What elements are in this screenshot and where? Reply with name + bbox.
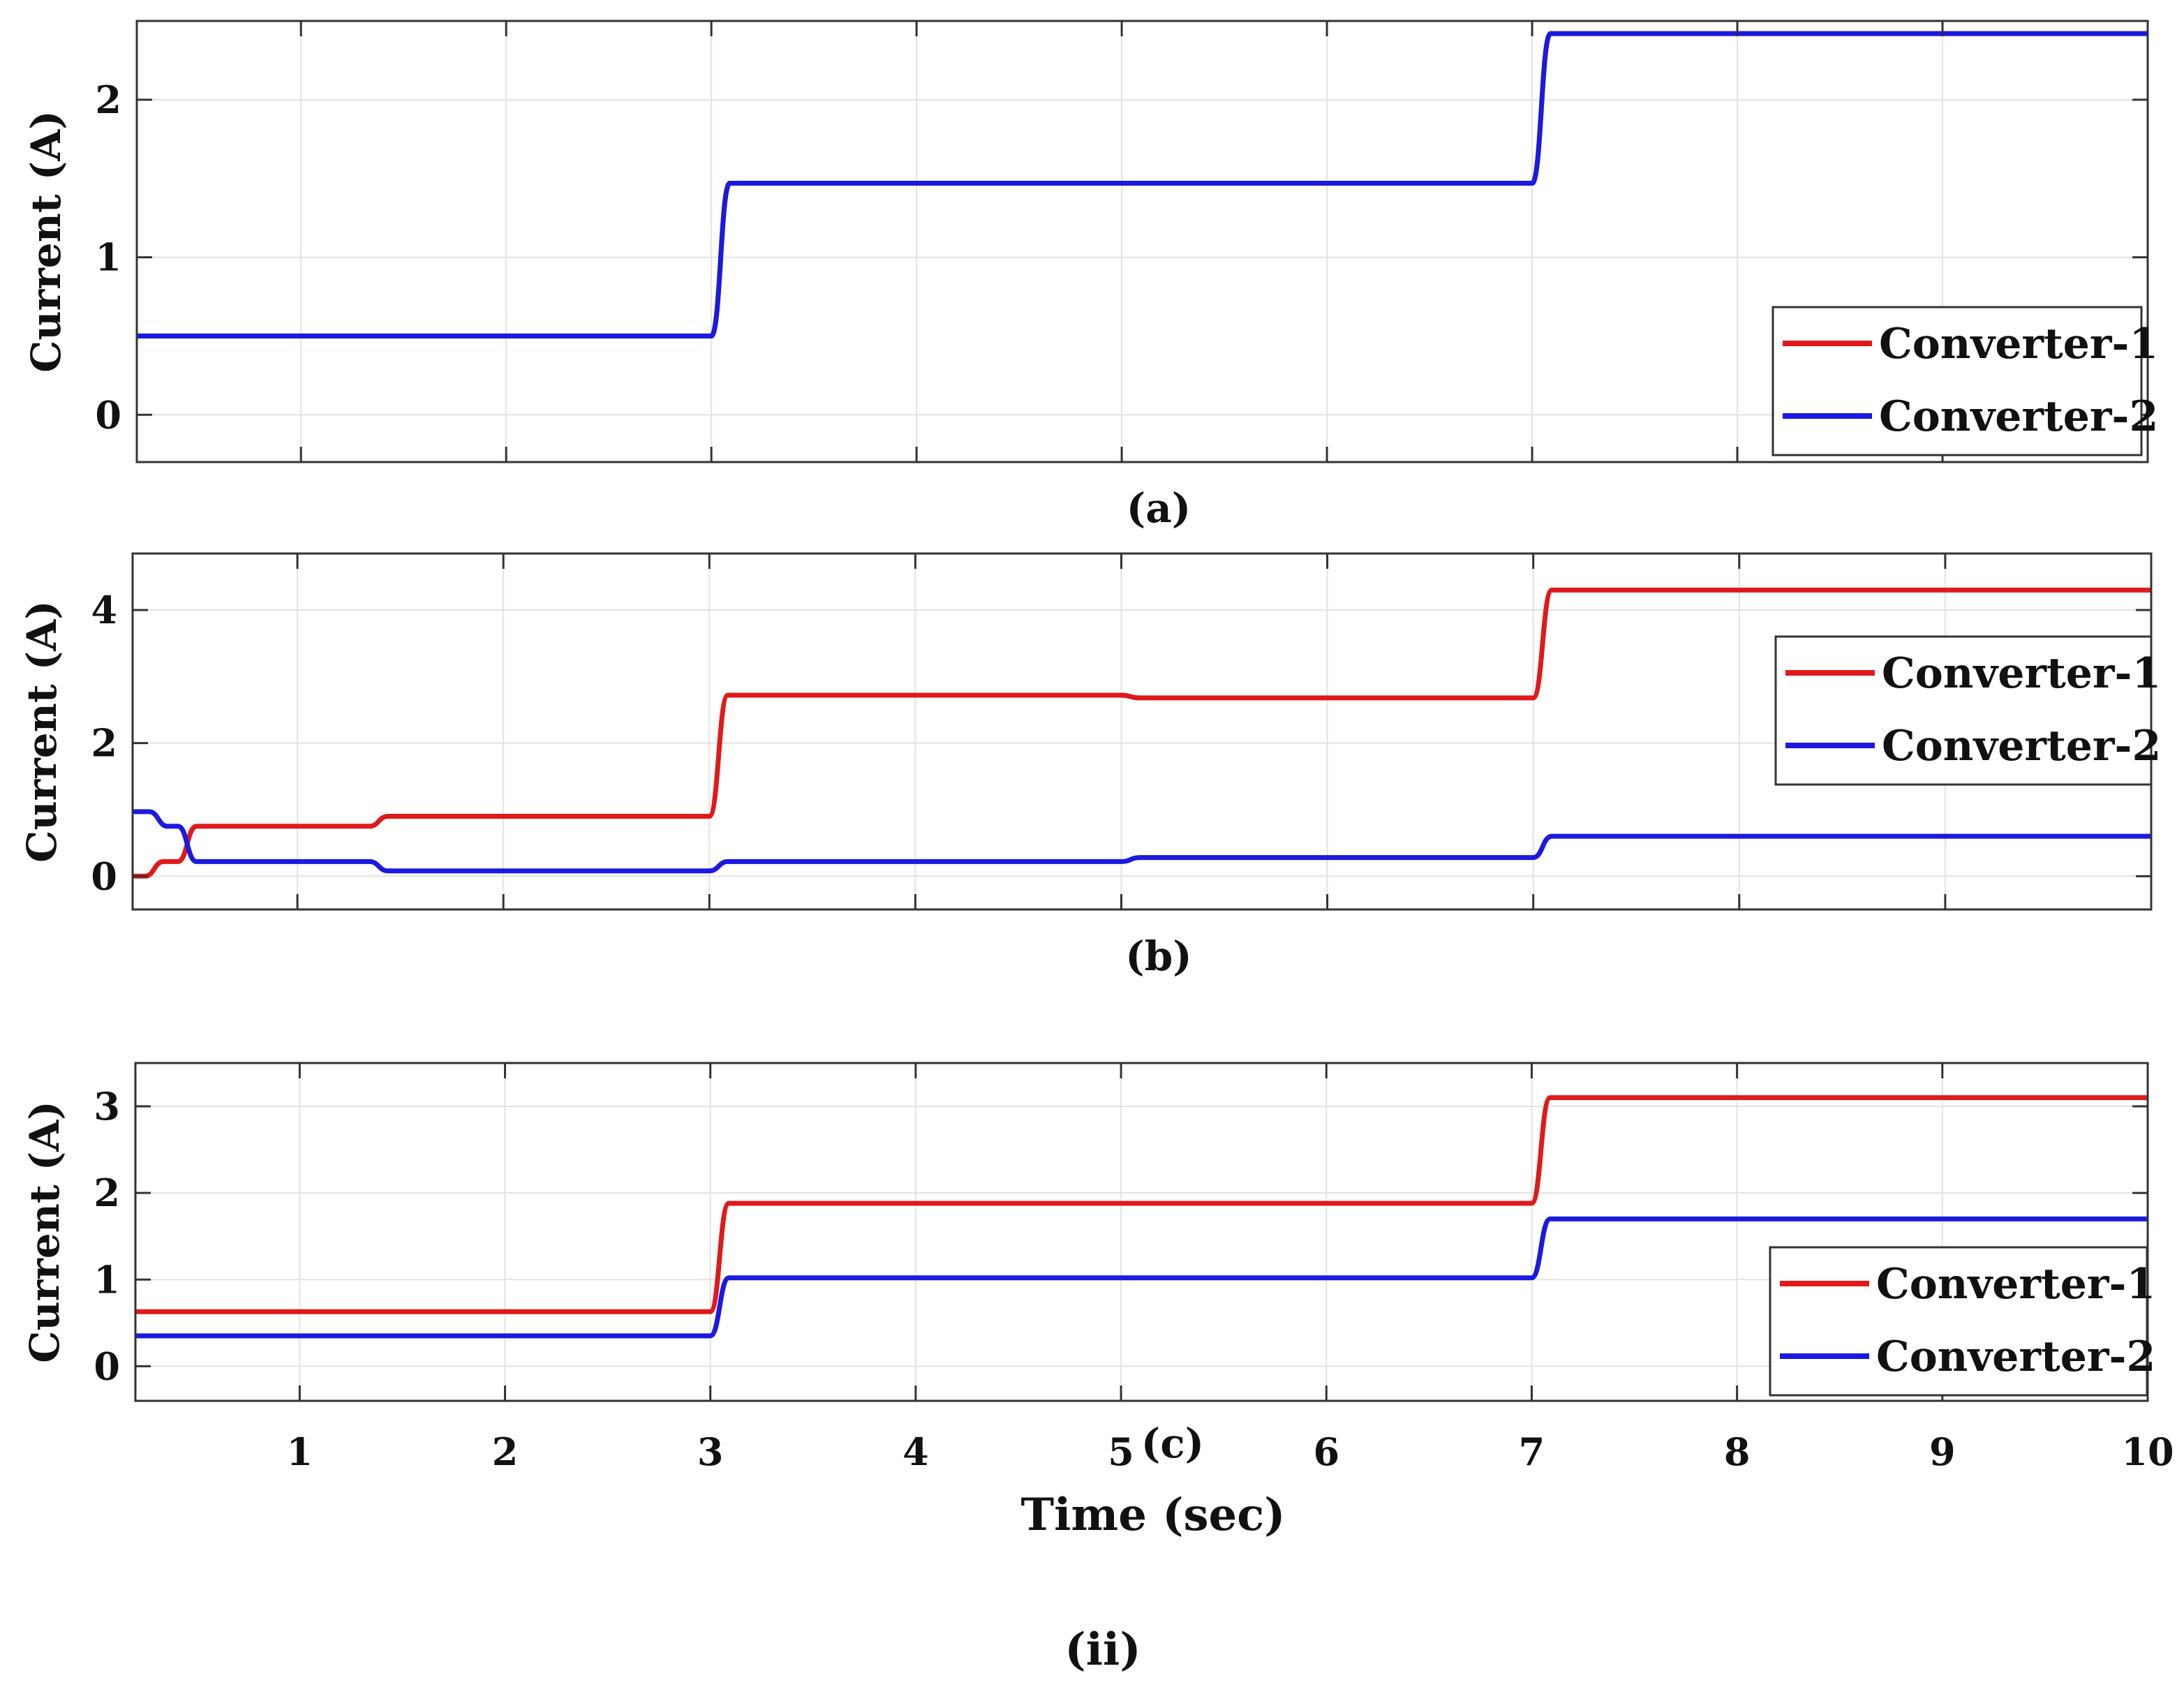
x-tick-label: 9: [1929, 1429, 1956, 1474]
x-tick-label: 1: [287, 1429, 313, 1474]
legend-label-converter-1: Converter-1: [1876, 1260, 2155, 1309]
y-tick-label: 1: [95, 235, 121, 280]
series-line-converter-2: [133, 809, 2151, 874]
legend: Converter-1 Converter-2: [1774, 635, 2161, 786]
y-tick-label: 0: [94, 1344, 120, 1388]
x-tick-label: 3: [697, 1429, 724, 1474]
chart-panel-2: 0 2 4 Current (A) (b) Converter-1 Converter-2: [18, 552, 2161, 980]
series-line-converter-2: [137, 31, 2148, 339]
y-axis-label: Current (A): [22, 110, 70, 372]
legend: Converter-1 Converter-2: [1769, 1246, 2155, 1397]
panel-caption: (b): [1125, 933, 1191, 980]
x-tick-label: 6: [1313, 1429, 1339, 1474]
legend-label-converter-1: Converter-1: [1879, 320, 2158, 369]
legend-label-converter-2: Converter-2: [1882, 722, 2161, 771]
x-tick-label: 2: [492, 1429, 519, 1474]
y-tick-label: 4: [91, 588, 117, 632]
y-axis-label: Current (A): [18, 600, 66, 862]
y-tick-label: 0: [95, 392, 121, 437]
legend-box: [1774, 635, 2153, 786]
series-line-converter-1: [133, 587, 2151, 879]
figure-label: (ii): [1064, 1624, 1141, 1676]
x-tick-label: 4: [902, 1429, 929, 1474]
x-tick-label: 8: [1724, 1429, 1751, 1474]
panel-caption: (c): [1141, 1420, 1204, 1467]
chart-panel-1: 0 1 2 Current (A) (a) Converter-1 Converter-2: [22, 20, 2158, 532]
x-tick-label: 7: [1519, 1429, 1545, 1474]
series-line-converter-1: [135, 1095, 2148, 1314]
legend-label-converter-2: Converter-2: [1879, 392, 2158, 441]
y-tick-label: 2: [94, 1171, 120, 1215]
y-axis-label: Current (A): [21, 1101, 68, 1362]
y-tick-label: 2: [95, 77, 121, 122]
axes-frame: [135, 20, 2149, 463]
legend-box: [1769, 1246, 2148, 1397]
axes-frame: [134, 1062, 2149, 1402]
legend-label-converter-1: Converter-1: [1882, 649, 2161, 698]
x-tick-label: 5: [1108, 1429, 1134, 1474]
x-axis-label: Time (sec): [1021, 1489, 1286, 1541]
y-tick-label: 1: [94, 1257, 120, 1302]
panel-caption: (a): [1127, 484, 1191, 532]
series-line-converter-2: [135, 1216, 2148, 1339]
legend-box: [1771, 306, 2143, 456]
y-tick-label: 0: [91, 854, 117, 898]
y-tick-label: 2: [91, 721, 117, 766]
y-tick-label: 3: [94, 1084, 120, 1129]
chart-panel-3: 0 1 2 3 Current (A) (c) Converter-1 Converter-2…: [21, 1062, 2174, 1474]
legend-label-converter-2: Converter-2: [1876, 1332, 2155, 1381]
legend: Converter-1 Converter-2: [1771, 306, 2158, 456]
x-tick-label: 10: [2121, 1429, 2174, 1474]
